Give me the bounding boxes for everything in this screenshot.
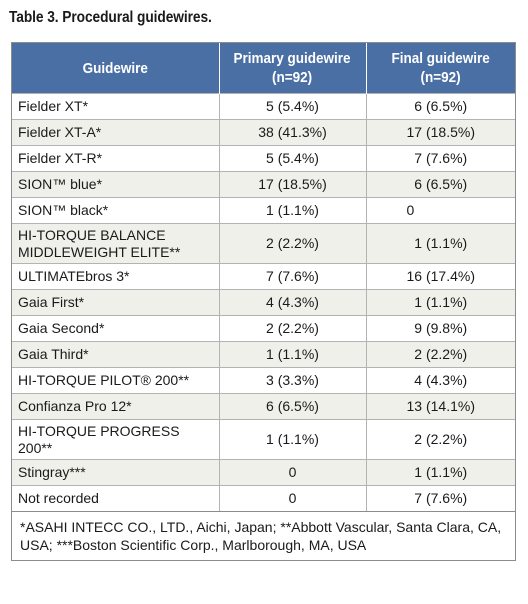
cell-primary-guidewire: 38 (41.3%)	[219, 119, 367, 146]
table-row: SION™ blue* 17 (18.5%) 6 (6.5%)	[12, 171, 515, 198]
cell-guidewire-name: Not recorded	[12, 485, 220, 511]
guidewire-name-line1: HI-TORQUE PILOT® 200**	[18, 372, 190, 388]
cell-primary-guidewire: 5 (5.4%)	[219, 93, 367, 120]
guidewire-table-container: Guidewire Primary guidewire (n=92) Final …	[11, 42, 516, 561]
column-header-primary: Primary guidewire (n=92)	[219, 43, 367, 94]
cell-final-guidewire: 4 (4.3%)	[366, 367, 515, 394]
column-header-primary-label: Primary guidewire (n=92)	[234, 49, 351, 87]
table-row: HI-TORQUE PILOT® 200** 3 (3.3%) 4 (4.3%)	[12, 367, 515, 394]
cell-guidewire-name: SION™ black*	[12, 197, 220, 224]
table-header: Guidewire Primary guidewire (n=92) Final …	[12, 43, 515, 94]
cell-final-guidewire: 9 (9.8%)	[366, 315, 515, 342]
cell-final-guidewire: 2 (2.2%)	[366, 341, 515, 368]
cell-final-guidewire: 0	[366, 197, 515, 224]
guidewire-name-line1: Fielder XT-R*	[18, 150, 103, 166]
cell-final-guidewire: 16 (17.4%)	[366, 263, 515, 290]
cell-primary-guidewire: 1 (1.1%)	[219, 197, 367, 224]
cell-final-guidewire: 1 (1.1%)	[366, 223, 515, 264]
guidewire-name-line1: ULTIMATEbros 3*	[18, 268, 130, 284]
table-row: ULTIMATEbros 3* 7 (7.6%) 16 (17.4%)	[12, 263, 515, 290]
cell-final-guidewire: 1 (1.1%)	[366, 289, 515, 316]
guidewire-name-line1: Fielder XT*	[18, 98, 89, 114]
cell-guidewire-name: Fielder XT-A*	[12, 119, 220, 146]
cell-primary-guidewire: 2 (2.2%)	[219, 315, 367, 342]
cell-guidewire-name: Stingray***	[12, 459, 220, 486]
guidewire-name-line1: Fielder XT-A*	[18, 124, 102, 140]
cell-final-guidewire: 2 (2.2%)	[366, 419, 515, 460]
table-title: Table 3. Procedural guidewires.	[9, 9, 212, 26]
cell-final-guidewire: 6 (6.5%)	[366, 171, 515, 198]
cell-primary-guidewire: 17 (18.5%)	[219, 171, 367, 198]
table-row: Confianza Pro 12* 6 (6.5%) 13 (14.1%)	[12, 393, 515, 420]
column-header-guidewire-label: Guidewire	[82, 59, 148, 77]
guidewire-name-line1: Gaia Second*	[18, 320, 105, 336]
header-row: Guidewire Primary guidewire (n=92) Final …	[12, 43, 515, 94]
cell-primary-guidewire: 1 (1.1%)	[219, 341, 367, 368]
cell-guidewire-name: Gaia Second*	[12, 315, 220, 342]
cell-primary-guidewire: 6 (6.5%)	[219, 393, 367, 420]
cell-primary-guidewire: 3 (3.3%)	[219, 367, 367, 394]
cell-final-guidewire: 7 (7.6%)	[366, 485, 515, 511]
guidewire-name-line1: SION™ black*	[18, 202, 109, 218]
cell-primary-guidewire: 2 (2.2%)	[219, 223, 367, 264]
cell-guidewire-name: Gaia First*	[12, 289, 220, 316]
cell-guidewire-name: HI-TORQUE BALANCE MIDDLEWEIGHT ELITE**	[12, 223, 220, 264]
cell-guidewire-name: Fielder XT-R*	[12, 145, 220, 172]
cell-final-guidewire: 17 (18.5%)	[366, 119, 515, 146]
column-header-primary-line2: (n=92)	[272, 69, 313, 86]
cell-final-guidewire: 13 (14.1%)	[366, 393, 515, 420]
cell-guidewire-name: SION™ blue*	[12, 171, 220, 198]
guidewire-name-line1: Confianza Pro 12*	[18, 398, 132, 414]
cell-final-guidewire: 7 (7.6%)	[366, 145, 515, 172]
cell-guidewire-name: Gaia Third*	[12, 341, 220, 368]
table-row: Gaia First* 4 (4.3%) 1 (1.1%)	[12, 289, 515, 316]
table-row: Fielder XT* 5 (5.4%) 6 (6.5%)	[12, 93, 515, 120]
guidewire-name-line1: Gaia First*	[18, 294, 85, 310]
table-row: SION™ black* 1 (1.1%) 0	[12, 197, 515, 224]
guidewire-name-line1: Not recorded	[18, 490, 99, 506]
guidewire-name-line1: SION™ blue*	[18, 176, 103, 192]
table-row: Fielder XT-A* 38 (41.3%) 17 (18.5%)	[12, 119, 515, 146]
cell-primary-guidewire: 7 (7.6%)	[219, 263, 367, 290]
table-row: Stingray*** 0 1 (1.1%)	[12, 459, 515, 486]
cell-primary-guidewire: 5 (5.4%)	[219, 145, 367, 172]
column-header-final-line1: Final guidewire	[391, 50, 490, 67]
column-header-final-line2: (n=92)	[420, 69, 461, 86]
column-header-final-label: Final guidewire (n=92)	[392, 49, 490, 87]
guidewire-table: Guidewire Primary guidewire (n=92) Final …	[12, 43, 515, 511]
column-header-primary-line1: Primary guidewire	[233, 50, 352, 67]
cell-final-guidewire: 1 (1.1%)	[366, 459, 515, 486]
cell-primary-guidewire: 4 (4.3%)	[219, 289, 367, 316]
table-row: Gaia Third* 1 (1.1%) 2 (2.2%)	[12, 341, 515, 368]
table-row: HI-TORQUE BALANCE MIDDLEWEIGHT ELITE** 2 (…	[12, 223, 515, 264]
guidewire-name-line1: HI-TORQUE PROGRESS	[18, 422, 180, 439]
cell-guidewire-name: HI-TORQUE PILOT® 200**	[12, 367, 220, 394]
guidewire-name-line1: HI-TORQUE BALANCE	[18, 226, 166, 243]
guidewire-name-line1: Gaia Third*	[18, 346, 89, 362]
cell-primary-guidewire: 0	[219, 485, 367, 511]
column-header-final: Final guidewire (n=92)	[366, 43, 515, 94]
table-footnote: *ASAHI INTECC CO., LTD., Aichi, Japan; *…	[12, 511, 515, 560]
cell-guidewire-name: Confianza Pro 12*	[12, 393, 220, 420]
cell-final-guidewire: 6 (6.5%)	[366, 93, 515, 120]
table-row: Gaia Second* 2 (2.2%) 9 (9.8%)	[12, 315, 515, 342]
table-row: Not recorded 0 7 (7.6%)	[12, 485, 515, 511]
table-body: Fielder XT* 5 (5.4%) 6 (6.5%) Fielder XT-A*…	[12, 93, 515, 511]
guidewire-name-line1: Stingray***	[18, 464, 86, 480]
cell-guidewire-name: Fielder XT*	[12, 93, 220, 120]
table-row: Fielder XT-R* 5 (5.4%) 7 (7.6%)	[12, 145, 515, 172]
cell-guidewire-name: HI-TORQUE PROGRESS 200**	[12, 419, 220, 460]
table-row: HI-TORQUE PROGRESS 200** 1 (1.1%) 2 (2.2%)	[12, 419, 515, 460]
guidewire-name-line2: 200**	[18, 439, 53, 456]
cell-guidewire-name: ULTIMATEbros 3*	[12, 263, 220, 290]
column-header-guidewire: Guidewire	[12, 43, 220, 94]
cell-primary-guidewire: 0	[219, 459, 367, 486]
cell-primary-guidewire: 1 (1.1%)	[219, 419, 367, 460]
guidewire-name-line2: MIDDLEWEIGHT ELITE**	[18, 243, 181, 260]
